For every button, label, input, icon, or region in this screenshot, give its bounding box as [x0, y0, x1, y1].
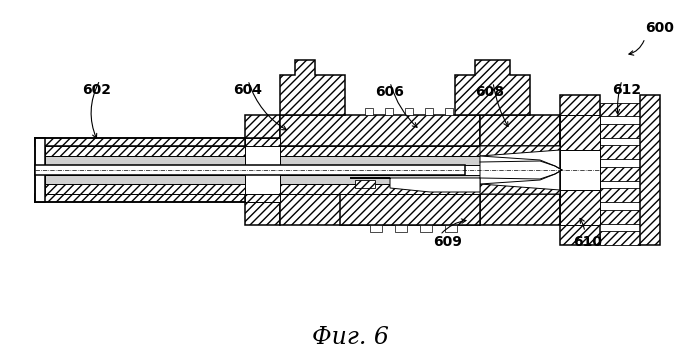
FancyArrowPatch shape [249, 83, 287, 130]
FancyArrowPatch shape [91, 82, 99, 138]
Polygon shape [245, 202, 280, 225]
Polygon shape [35, 138, 45, 202]
Polygon shape [245, 194, 280, 202]
FancyArrowPatch shape [493, 85, 508, 126]
Polygon shape [560, 190, 600, 225]
Polygon shape [480, 115, 560, 146]
Polygon shape [600, 145, 640, 159]
Polygon shape [245, 115, 280, 138]
FancyArrowPatch shape [629, 41, 644, 55]
Polygon shape [280, 156, 480, 165]
Text: 612: 612 [612, 83, 642, 97]
FancyArrowPatch shape [615, 83, 621, 114]
Polygon shape [600, 167, 640, 181]
Text: 608: 608 [475, 85, 505, 99]
FancyArrowPatch shape [442, 219, 466, 233]
Polygon shape [280, 146, 480, 156]
Polygon shape [560, 115, 600, 150]
Polygon shape [45, 175, 245, 184]
Polygon shape [45, 156, 245, 165]
Polygon shape [600, 210, 640, 224]
Polygon shape [280, 175, 480, 184]
Polygon shape [280, 194, 480, 225]
Polygon shape [640, 95, 660, 245]
Text: 609: 609 [433, 235, 463, 249]
Polygon shape [355, 180, 375, 188]
Polygon shape [600, 124, 640, 138]
Polygon shape [350, 178, 480, 192]
Bar [35, 165, 465, 175]
Text: Фиг. 6: Фиг. 6 [312, 327, 389, 350]
Polygon shape [280, 184, 480, 194]
Polygon shape [370, 225, 382, 232]
Polygon shape [395, 225, 407, 232]
Polygon shape [405, 108, 413, 115]
Text: 604: 604 [233, 83, 263, 97]
Text: 600: 600 [646, 21, 675, 35]
Polygon shape [600, 188, 640, 202]
Text: 602: 602 [82, 83, 112, 97]
Polygon shape [35, 194, 245, 202]
Polygon shape [560, 95, 600, 245]
Polygon shape [385, 108, 393, 115]
Polygon shape [600, 231, 640, 245]
Polygon shape [445, 225, 457, 232]
Polygon shape [480, 184, 560, 194]
Polygon shape [480, 194, 560, 225]
Polygon shape [280, 115, 480, 146]
FancyArrowPatch shape [391, 85, 417, 127]
Polygon shape [245, 138, 280, 146]
Polygon shape [480, 146, 560, 156]
Polygon shape [455, 60, 530, 115]
Polygon shape [340, 194, 480, 225]
Polygon shape [600, 103, 640, 116]
Polygon shape [280, 60, 345, 115]
Polygon shape [425, 108, 433, 115]
Text: 606: 606 [375, 85, 405, 99]
Polygon shape [35, 138, 245, 146]
Bar [560, 150, 600, 190]
Polygon shape [45, 146, 245, 156]
Polygon shape [445, 108, 453, 115]
Polygon shape [365, 108, 373, 115]
Text: 610: 610 [573, 235, 603, 249]
Polygon shape [45, 184, 245, 194]
FancyArrowPatch shape [580, 219, 584, 229]
Polygon shape [420, 225, 432, 232]
Polygon shape [480, 156, 562, 184]
